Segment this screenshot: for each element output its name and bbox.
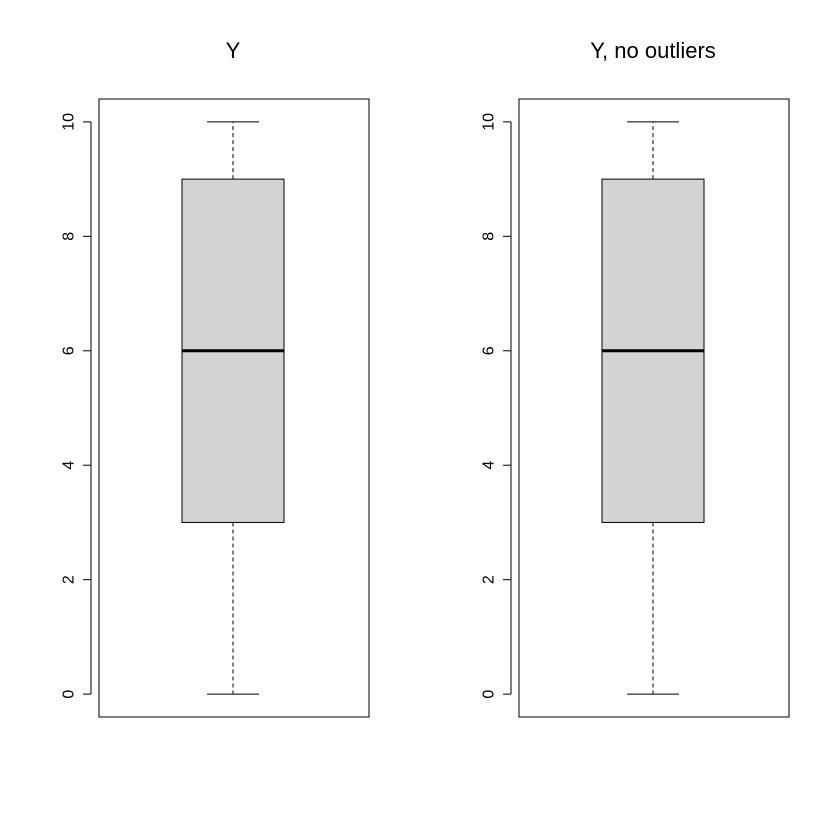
plot-frame	[518, 98, 790, 718]
y-tick-label: 8	[61, 232, 78, 241]
y-tick-label: 4	[481, 461, 498, 470]
y-tick-label: 6	[61, 346, 78, 355]
y-tick-label: 2	[481, 575, 498, 584]
chart-title: Y, no outliers	[590, 38, 716, 63]
y-tick-label: 10	[481, 113, 498, 131]
y-tick-label: 4	[61, 461, 78, 470]
y-tick-label: 0	[481, 690, 498, 699]
y-tick-label: 8	[481, 232, 498, 241]
plot-frame	[98, 98, 370, 718]
y-tick-label: 10	[61, 113, 78, 131]
boxplot-panel-y-no-outliers: Y, no outliers 0 2 4 6 8 10	[481, 38, 790, 718]
y-tick-label: 0	[61, 690, 78, 699]
y-tick-label: 2	[61, 575, 78, 584]
chart-title: Y	[226, 38, 241, 63]
y-tick-label: 6	[481, 346, 498, 355]
boxplot-panel-y: Y 0 2 4 6 8 10	[61, 38, 370, 718]
